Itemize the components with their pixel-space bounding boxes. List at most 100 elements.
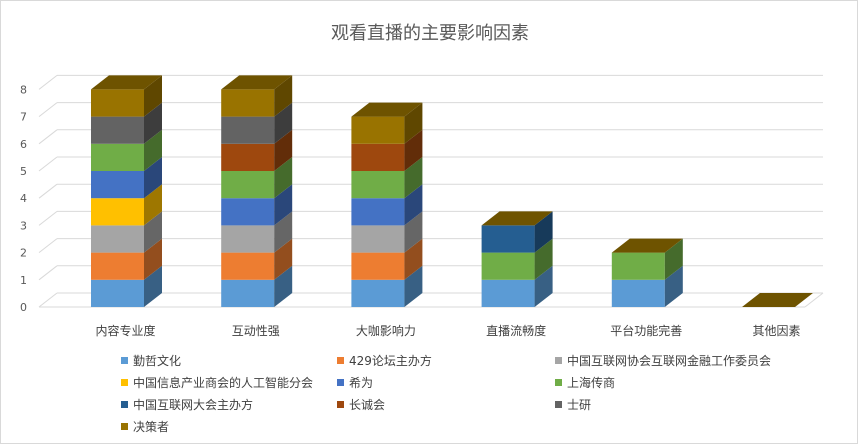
legend-label: 中国互联网协会互联网金融工作委员会	[567, 353, 772, 368]
bar-top-face	[91, 75, 162, 90]
bar-segment	[91, 198, 144, 226]
legend-label: 429论坛主办方	[349, 353, 432, 368]
bar-segment	[221, 225, 275, 253]
y-tick-label: 6	[20, 138, 27, 151]
legend-item: 勤哲文化	[121, 352, 181, 368]
bar-segment	[221, 116, 275, 144]
bar-segment-side	[144, 157, 162, 199]
gridline-side	[38, 265, 58, 281]
y-tick-label: 2	[20, 247, 27, 260]
chart-title: 观看直播的主要影响因素	[331, 23, 529, 44]
bar-segment-side	[274, 238, 293, 280]
legend-swatch	[555, 356, 562, 364]
bar-segment	[91, 116, 144, 144]
bar-segment	[351, 198, 405, 226]
bar-segment	[221, 143, 275, 171]
bar-segment	[351, 252, 405, 280]
plot-area: 0 1 2 3 4 5 6 7 8 内容专业度 互动性强 大咖影响力 直播流畅度 平台功能完善 其他因素	[20, 74, 824, 338]
bar-segment-side	[144, 265, 162, 307]
bar-segment	[481, 279, 535, 307]
bar-segment-side	[144, 75, 162, 117]
gridline-side	[38, 156, 58, 172]
bar-segment-side	[144, 184, 162, 226]
bar-segment-side	[274, 129, 293, 171]
legend-item: 士研	[555, 396, 591, 412]
bar-segment	[481, 252, 535, 280]
legend-item: 希为	[337, 374, 373, 390]
legend-label: 上海传商	[567, 375, 616, 390]
bar-segment-side	[404, 157, 423, 199]
bar-segment	[611, 279, 665, 307]
gridline-side	[38, 183, 58, 199]
legend-swatch	[337, 356, 344, 364]
bar-top-face	[221, 75, 293, 90]
gridline-side	[38, 75, 58, 90]
legend-label: 中国互联网大会主办方	[133, 397, 254, 412]
legend-swatch	[121, 378, 128, 386]
bar-segment-side	[664, 238, 683, 280]
bar-segment-side	[404, 238, 423, 280]
y-tick-label: 5	[20, 165, 27, 178]
x-tick-label: 平台功能完善	[610, 323, 682, 338]
legend-item: 中国互联网协会互联网金融工作委员会	[555, 352, 771, 368]
bar-segment	[351, 279, 405, 307]
bar-segment	[221, 198, 275, 226]
gridline-side	[38, 211, 58, 226]
bar-segment-side	[404, 129, 423, 171]
legend-item: 决策者	[121, 418, 169, 434]
bar-segment	[91, 171, 144, 199]
bar-segment-side	[144, 102, 162, 144]
bar-segment-side	[144, 129, 162, 171]
legend-swatch	[121, 400, 128, 408]
bar-segment	[221, 171, 275, 199]
bar-top-face	[351, 102, 423, 117]
legend-item: 上海传商	[555, 374, 615, 390]
bar-segment-side	[534, 211, 553, 253]
legend-swatch	[555, 400, 562, 408]
y-tick-label: 8	[20, 83, 27, 96]
bar-segment-side	[274, 75, 293, 117]
bar-segment-side	[404, 265, 423, 307]
bar-segment	[481, 225, 535, 253]
x-tick-label: 其他因素	[752, 324, 800, 338]
bar-segment-side	[144, 238, 162, 280]
bar-segment-side	[534, 265, 553, 307]
bar-segment	[91, 143, 144, 171]
bar-segment	[351, 171, 405, 199]
legend-label: 希为	[349, 375, 374, 390]
bar-segment-side	[274, 157, 293, 199]
bar-segment	[91, 225, 144, 253]
bar-segment	[221, 89, 275, 117]
legend-label: 决策者	[133, 419, 170, 434]
legend-swatch	[337, 378, 344, 386]
bar-segment	[611, 252, 665, 280]
bar-segment-side	[404, 102, 423, 144]
bar-segment	[91, 279, 144, 307]
bar-segment	[221, 279, 275, 307]
y-tick-label: 3	[20, 219, 27, 232]
legend-label: 中国信息产业商会的人工智能分会	[133, 375, 314, 390]
bar-top-face	[742, 293, 813, 307]
bar-segment	[221, 252, 275, 280]
x-tick-label: 内容专业度	[95, 323, 155, 338]
y-tick-label: 4	[20, 192, 27, 205]
floor-edge-side	[804, 292, 824, 308]
y-tick-label: 7	[20, 111, 27, 124]
legend-label: 长诚会	[349, 397, 386, 412]
legend-label: 勤哲文化	[133, 353, 182, 368]
gridline-side	[38, 102, 58, 117]
bar-segment-side	[664, 265, 683, 307]
y-tick-label: 1	[20, 274, 27, 287]
legend-swatch	[121, 422, 128, 430]
gridline-side	[38, 238, 58, 253]
bar-segment-side	[404, 211, 423, 253]
x-tick-label: 互动性强	[232, 324, 280, 338]
bar-top-face	[611, 238, 683, 253]
bar-top-face	[481, 211, 553, 226]
bar-segment-side	[404, 184, 423, 226]
bar-segment	[91, 252, 144, 280]
legend-label: 士研	[567, 397, 592, 412]
bar-segment-side	[144, 211, 162, 253]
legend-item: 中国信息产业商会的人工智能分会	[121, 374, 313, 390]
